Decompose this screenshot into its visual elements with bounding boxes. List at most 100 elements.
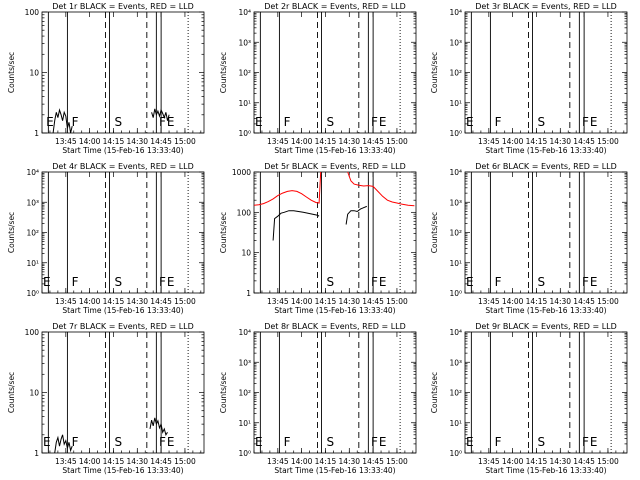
segment-label-S: S: [537, 435, 545, 449]
y-tick-label: 10: [29, 69, 39, 78]
y-tick-label: 10⁰: [238, 449, 251, 458]
x-tick-label: 14:30: [549, 297, 571, 306]
x-tick-label: 14:45: [362, 297, 384, 306]
segment-label-E: E: [46, 115, 54, 129]
segment-label-F: F: [371, 275, 378, 289]
x-tick-label: 14:30: [549, 457, 571, 466]
segment-label-E: E: [379, 435, 387, 449]
x-tick-label: 15:00: [386, 457, 408, 466]
x-axis-label: Start Time (15-Feb-16 13:33:40): [274, 466, 395, 475]
x-tick-label: 14:15: [103, 137, 125, 146]
y-tick-label: 1: [246, 289, 251, 298]
segment-label-F: F: [495, 115, 502, 129]
y-axis-label: Counts/sec: [219, 52, 228, 93]
segment-label-E: E: [379, 115, 387, 129]
x-tick-label: 14:15: [315, 457, 337, 466]
y-tick-label: 10⁴: [238, 8, 251, 17]
x-axis-label: Start Time (15-Feb-16 13:33:40): [274, 306, 395, 315]
panel-title: Det 6r BLACK = Events, RED = LLD: [475, 162, 617, 171]
detector-panel-7: Det 7r BLACK = Events, RED = LLD Counts/s…: [7, 322, 205, 475]
x-axis-label: Start Time (15-Feb-16 13:33:40): [274, 146, 395, 155]
x-tick-label: 15:00: [597, 137, 619, 146]
segment-label-F: F: [72, 115, 79, 129]
x-tick-label: 14:15: [526, 457, 548, 466]
segment-label-S: S: [537, 115, 545, 129]
detector-panel-4: Det 4r BLACK = Events, RED = LLD Counts/s…: [7, 162, 205, 315]
segment-label-S: S: [114, 275, 122, 289]
y-tick-label: 10²: [26, 229, 39, 238]
y-axis-label: Counts/sec: [7, 212, 16, 253]
x-axis-label: Start Time (15-Feb-16 13:33:40): [62, 466, 183, 475]
y-tick-label: 100: [25, 8, 40, 17]
detector-panel-5: Det 5r BLACK = Events, RED = LLD Counts/s…: [219, 162, 417, 315]
segment-label-F: F: [159, 275, 166, 289]
x-tick-label: 14:00: [502, 297, 524, 306]
segment-label-F: F: [582, 275, 589, 289]
x-tick-label: 14:15: [315, 137, 337, 146]
x-tick-label: 14:30: [126, 297, 148, 306]
segment-label-E: E: [590, 275, 598, 289]
x-tick-label: 13:45: [267, 457, 289, 466]
plot-frame: [464, 331, 628, 454]
panel-title: Det 4r BLACK = Events, RED = LLD: [52, 162, 194, 171]
y-tick-label: 10⁴: [449, 168, 462, 177]
y-tick-label: 10³: [238, 38, 251, 47]
segment-label-E: E: [590, 435, 598, 449]
segment-label-F: F: [582, 115, 589, 129]
y-tick-label: 10⁴: [26, 168, 39, 177]
x-tick-label: 14:00: [291, 297, 313, 306]
detector-panel-2: Det 2r BLACK = Events, RED = LLD Counts/s…: [219, 2, 417, 155]
x-tick-label: 15:00: [597, 297, 619, 306]
segment-label-E: E: [255, 115, 263, 129]
segment-label-S: S: [326, 435, 334, 449]
y-tick-label: 10¹: [449, 419, 462, 428]
lld-series-line: [253, 171, 322, 206]
segment-label-F: F: [371, 115, 378, 129]
x-axis-label: Start Time (15-Feb-16 13:33:40): [62, 306, 183, 315]
y-tick-label: 10⁰: [449, 129, 462, 138]
detector-panel-3: Det 3r BLACK = Events, RED = LLD Counts/s…: [430, 2, 628, 155]
x-tick-label: 13:45: [55, 137, 77, 146]
y-tick-label: 1000: [232, 168, 251, 177]
panel-title: Det 2r BLACK = Events, RED = LLD: [264, 2, 406, 11]
x-tick-label: 14:45: [573, 297, 595, 306]
segment-label-F: F: [582, 435, 589, 449]
x-tick-label: 14:45: [150, 137, 172, 146]
y-tick-label: 10³: [449, 38, 462, 47]
segment-label-E: E: [379, 275, 387, 289]
x-tick-label: 13:45: [478, 137, 500, 146]
plot-frame: [41, 11, 205, 134]
x-tick-label: 13:45: [267, 137, 289, 146]
y-tick-label: 10³: [449, 358, 462, 367]
events-series-line: [54, 434, 73, 454]
x-tick-label: 14:00: [502, 137, 524, 146]
x-tick-label: 14:00: [291, 137, 313, 146]
panel-title: Det 9r BLACK = Events, RED = LLD: [475, 322, 617, 331]
segment-label-E: E: [255, 435, 263, 449]
events-series-line: [345, 205, 367, 225]
x-tick-label: 14:30: [126, 457, 148, 466]
y-tick-label: 100: [237, 208, 252, 217]
x-tick-label: 14:45: [150, 457, 172, 466]
x-tick-label: 14:00: [79, 137, 101, 146]
y-tick-label: 10¹: [238, 419, 251, 428]
y-tick-label: 10⁰: [449, 289, 462, 298]
x-tick-label: 14:45: [150, 297, 172, 306]
segment-label-F: F: [495, 275, 502, 289]
x-tick-label: 14:00: [291, 457, 313, 466]
segment-label-E: E: [167, 115, 175, 129]
x-tick-label: 14:15: [526, 137, 548, 146]
segment-label-F: F: [72, 435, 79, 449]
y-tick-label: 1: [34, 449, 39, 458]
y-tick-label: 100: [25, 328, 40, 337]
plot-frame: [253, 171, 417, 294]
y-tick-label: 10²: [449, 69, 462, 78]
segment-label-F: F: [371, 435, 378, 449]
y-axis-label: Counts/sec: [219, 372, 228, 413]
x-axis-label: Start Time (15-Feb-16 13:33:40): [62, 146, 183, 155]
y-tick-label: 10⁴: [238, 328, 251, 337]
x-tick-label: 14:45: [362, 137, 384, 146]
events-series-line: [272, 210, 320, 241]
panel-title: Det 7r BLACK = Events, RED = LLD: [52, 322, 194, 331]
x-tick-label: 14:30: [338, 297, 360, 306]
